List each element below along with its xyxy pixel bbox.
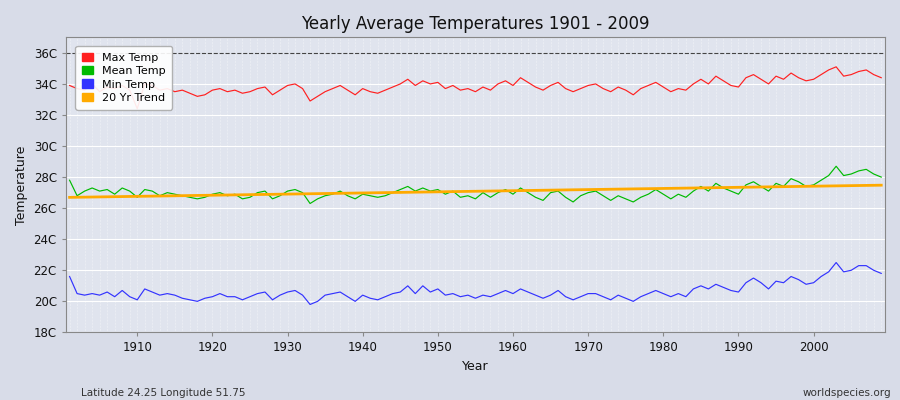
Text: Latitude 24.25 Longitude 51.75: Latitude 24.25 Longitude 51.75 — [81, 388, 246, 398]
Title: Yearly Average Temperatures 1901 - 2009: Yearly Average Temperatures 1901 - 2009 — [302, 15, 650, 33]
Legend: Max Temp, Mean Temp, Min Temp, 20 Yr Trend: Max Temp, Mean Temp, Min Temp, 20 Yr Tre… — [76, 46, 173, 110]
Text: worldspecies.org: worldspecies.org — [803, 388, 891, 398]
Y-axis label: Temperature: Temperature — [15, 145, 28, 224]
X-axis label: Year: Year — [462, 360, 489, 373]
